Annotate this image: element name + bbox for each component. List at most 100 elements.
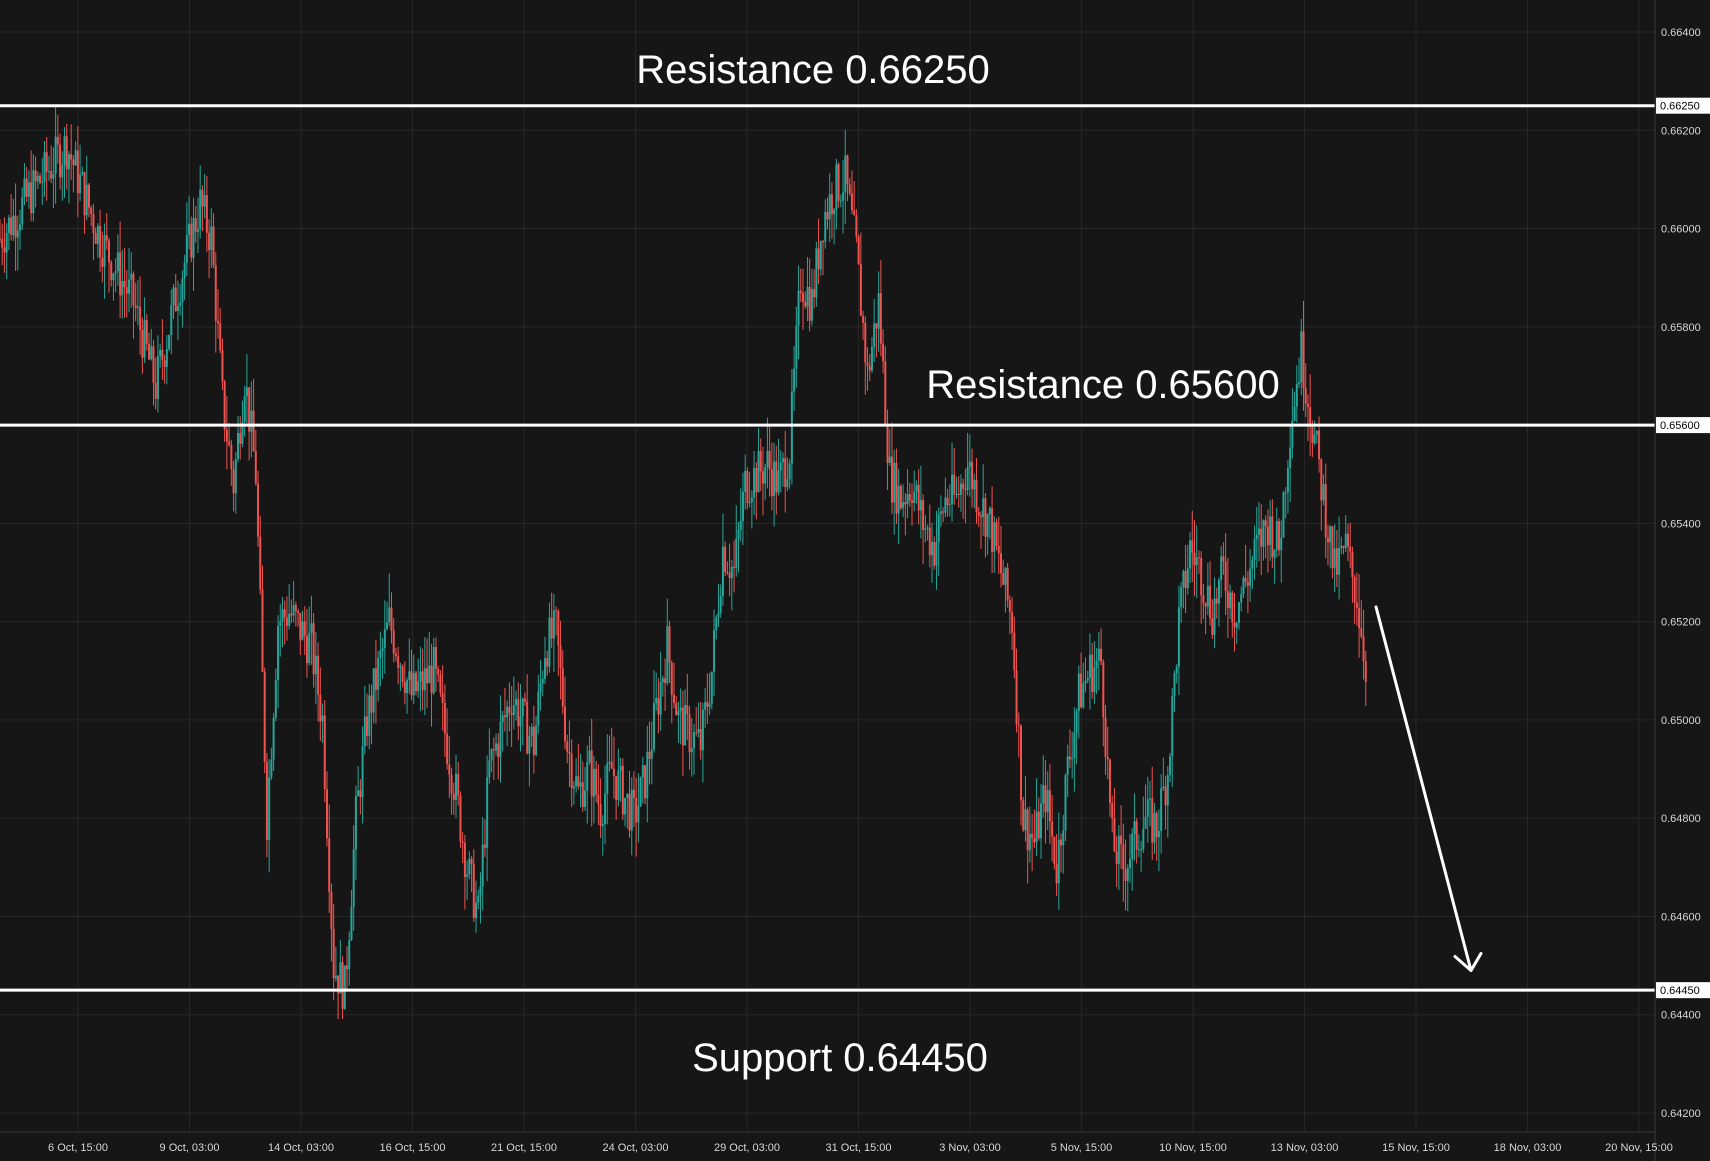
candle-body [250,410,253,432]
candle-body [862,315,865,323]
candle-body [1284,492,1287,494]
candle-body [644,765,647,799]
candle-body [979,515,982,518]
candle-body [139,306,142,331]
candle-body [143,319,146,358]
candle-body [21,197,24,225]
candle-body [141,330,144,358]
candle-body [274,679,277,718]
candle-body [835,164,838,210]
candle-body [346,965,349,970]
candle-body [806,287,809,307]
candle-body [526,701,529,754]
candle-body [419,671,422,682]
candle-body [688,714,691,753]
candle-body [944,497,947,513]
candle-body [715,617,718,631]
candle-body [608,761,611,764]
candle-body [196,229,199,232]
candle-body [681,707,684,746]
candle-body [939,511,942,515]
candle-body [1286,467,1289,493]
candle-body [357,790,360,797]
candle-body [786,479,789,488]
candle-body [1037,811,1040,839]
candle-body [977,512,980,516]
candle-body [470,858,473,864]
candle-body [879,293,882,344]
candle-body [684,705,687,746]
candle-body [1311,427,1314,444]
candle-body [857,236,860,264]
candle-body [659,682,662,715]
candle-body [1275,521,1278,550]
candle-body [446,733,449,765]
candle-body [1302,331,1305,388]
candle-body [1329,526,1332,543]
candle-body [421,671,424,691]
candle-body [352,849,355,907]
candle-body [170,305,173,336]
candle-body [833,209,836,215]
candle-body [1300,331,1303,383]
candle-body [294,604,297,611]
candle-body [991,508,994,552]
candle-body [410,671,413,696]
candle-body [1244,577,1247,583]
candle-body [648,751,651,759]
candle-body [1184,571,1187,589]
candle-body [1215,598,1218,604]
candle-body [310,623,313,633]
candle-body [1040,803,1043,839]
candle-body [822,240,825,242]
candle-body [853,210,856,216]
candle-body [797,290,800,326]
candle-body [839,200,842,202]
candle-body [268,777,271,840]
candle-body [168,335,171,349]
candle-body [85,184,88,216]
candle-body [1278,521,1281,551]
candle-body [1093,667,1096,692]
candle-body [228,441,231,446]
candle-body [826,211,829,220]
candle-body [181,278,184,303]
candle-body [708,703,711,707]
x-tick-label: 24 Oct, 03:00 [602,1142,668,1154]
candle-body [1086,677,1089,681]
candle-body [581,782,584,807]
candle-body [332,928,335,979]
candle-body [657,698,660,715]
candle-body [1197,557,1200,559]
candle-body [1044,785,1047,813]
candle-body [1213,598,1216,635]
candle-body [119,252,122,296]
candle-body [392,630,395,654]
candle-body [635,798,638,823]
candle-body [1315,430,1318,435]
x-tick-label: 16 Oct, 15:00 [379,1142,445,1154]
candle-body [615,775,618,800]
y-tick-label: 0.66400 [1661,27,1701,39]
level-annotations: Resistance 0.66250 Resistance 0.65600 Supp… [636,48,1280,1080]
candle-body [1033,838,1036,843]
x-tick-label: 31 Oct, 15:00 [825,1142,891,1154]
candle-body [116,252,119,272]
candle-body [942,511,945,513]
candle-body [136,306,139,308]
candle-body [1233,622,1236,628]
candle-body [74,150,77,166]
candle-body [559,645,562,668]
candle-body [499,721,502,758]
candle-body [299,612,302,640]
arrow-shaft [1374,605,1473,973]
candle-body [1240,594,1243,603]
level-annotation: Resistance 0.65600 [926,363,1280,407]
candle-body [759,451,762,472]
candle-body [223,381,226,430]
candle-body [363,716,366,747]
y-tick-label: 0.66000 [1661,224,1701,236]
candle-body [971,461,974,490]
candle-body [501,715,504,722]
